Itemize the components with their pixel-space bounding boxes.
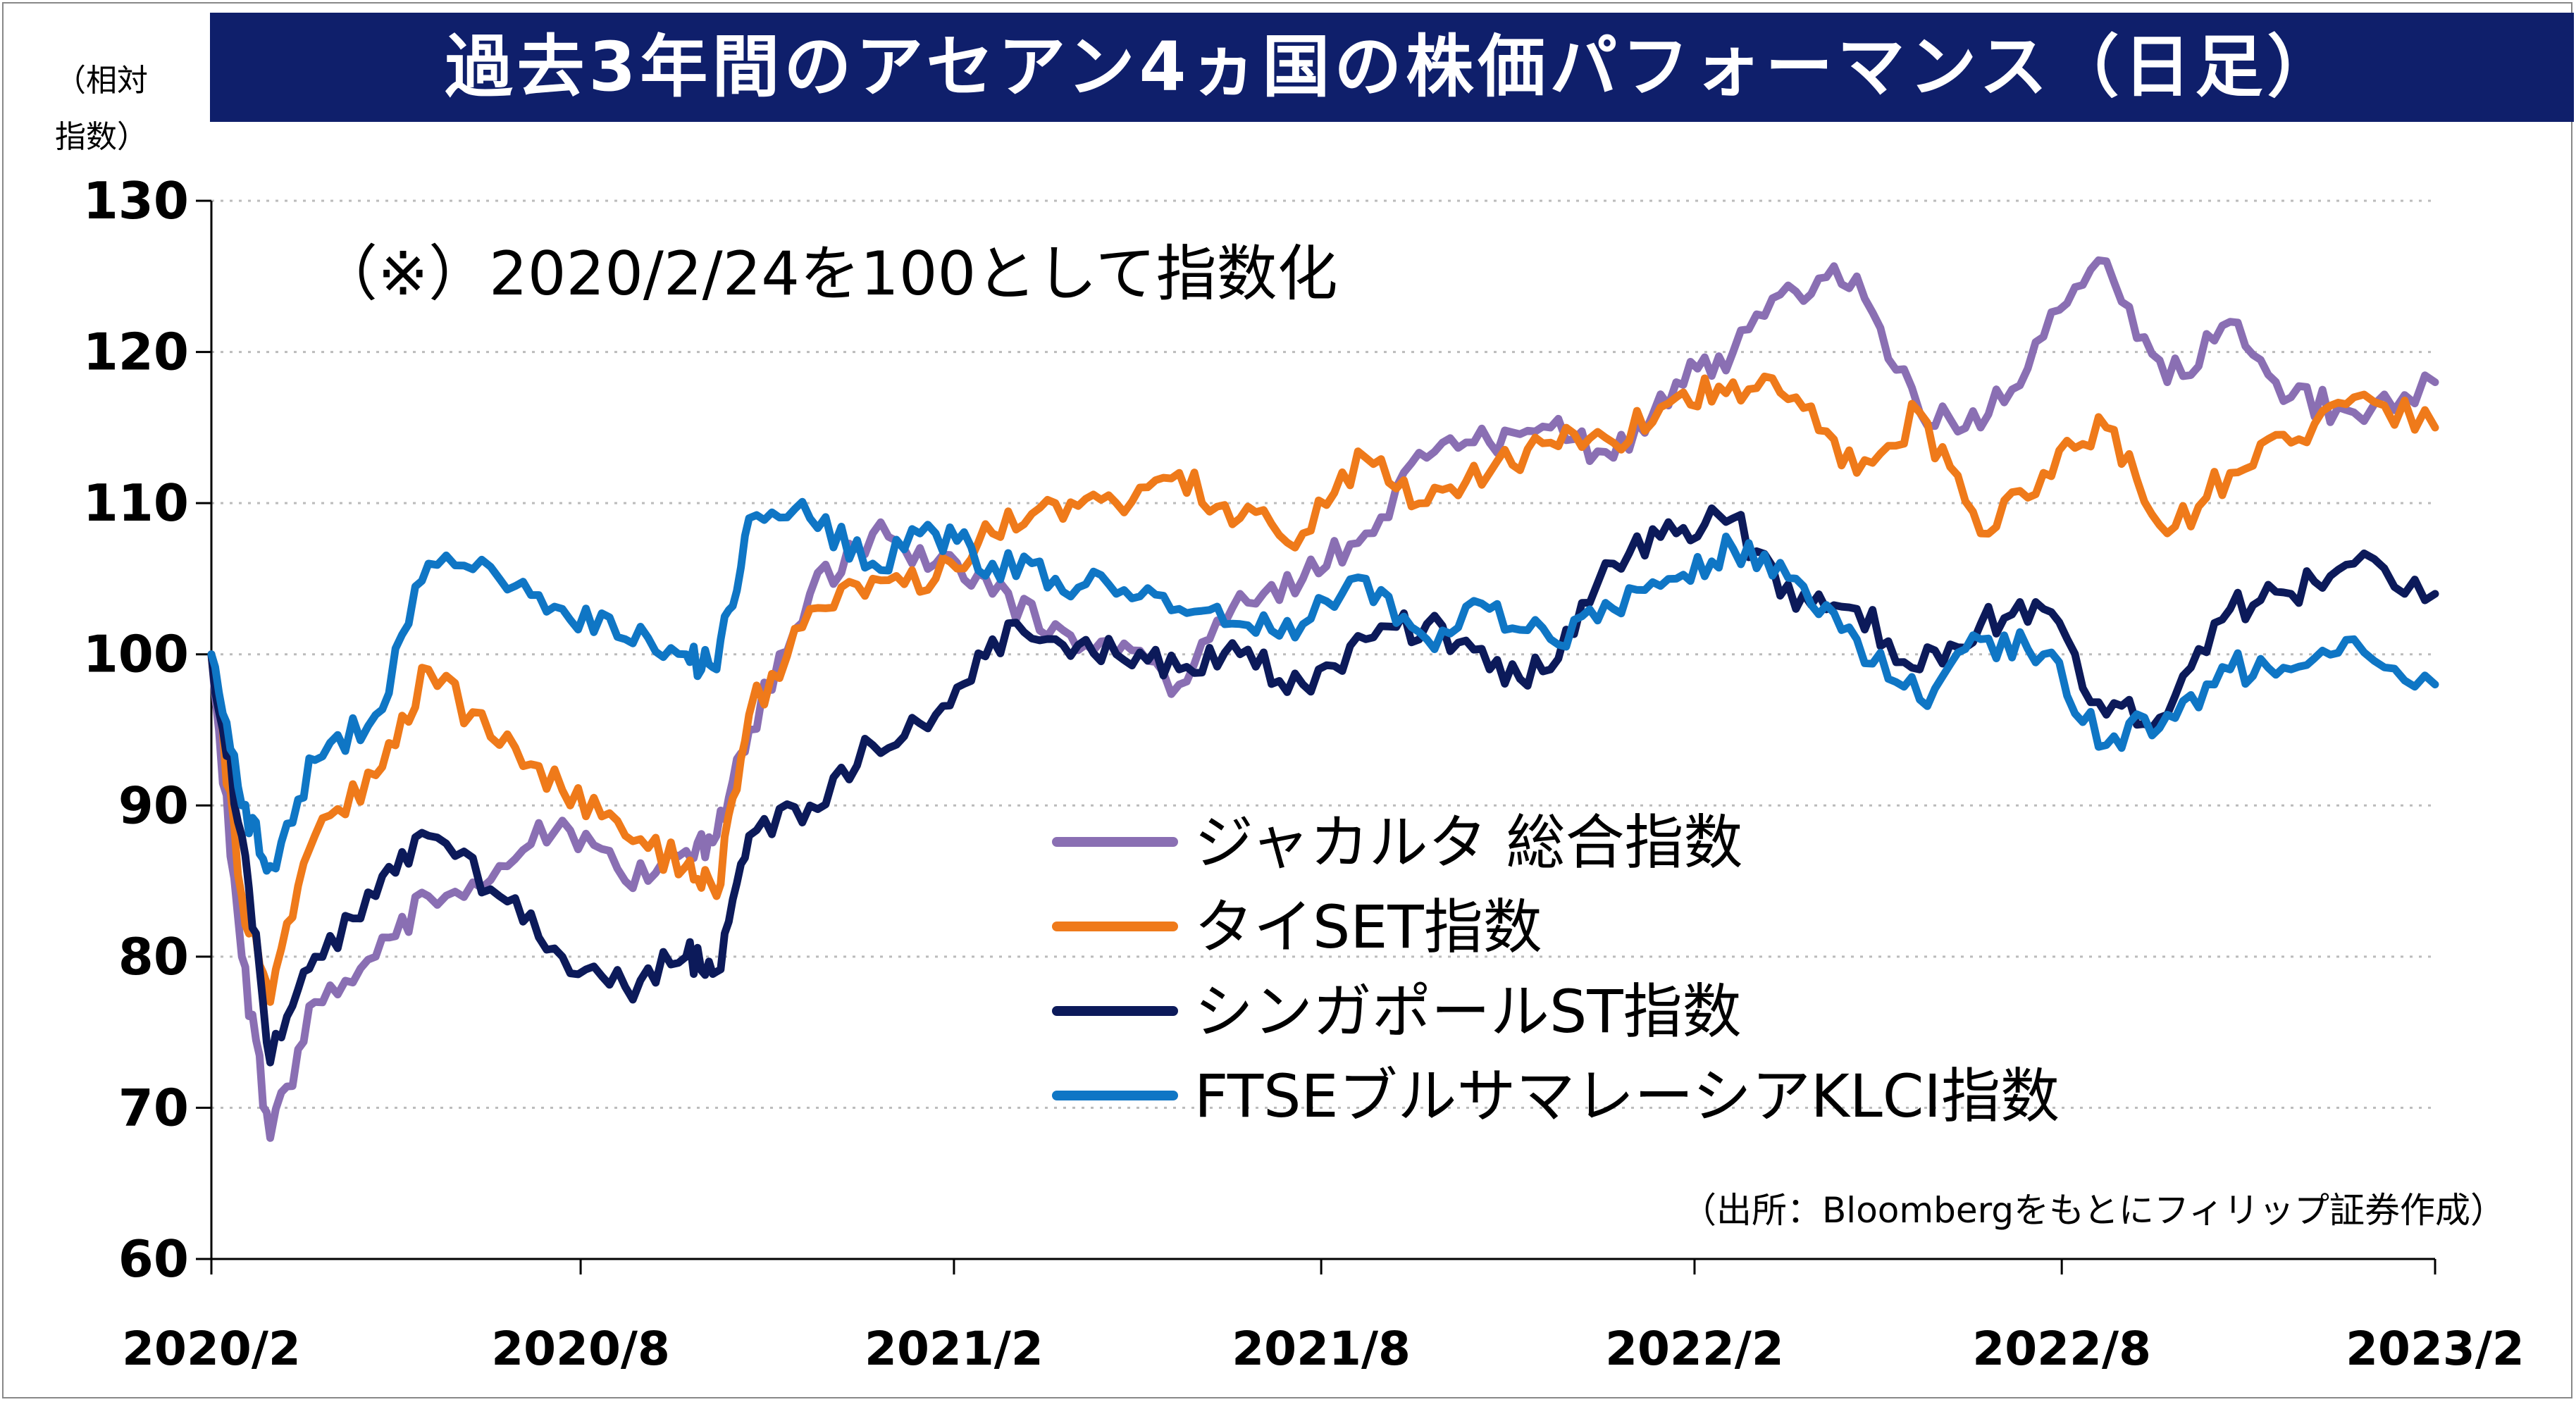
y-tick-label-70: 70 <box>118 1078 189 1137</box>
index-base-note: （※）2020/2/24を100として指数化 <box>317 239 1338 309</box>
series-line-3 <box>207 497 2439 875</box>
axes: 60 70 80 90 100 110 120 130 2020/2 2020/8 2021/2 20… <box>83 171 2525 1376</box>
x-tick-label-5: 2022/8 <box>1972 1322 2151 1376</box>
legend-label-0: ジャカルタ 総合指数 <box>1194 808 1743 877</box>
grid-lines <box>211 199 2435 1109</box>
y-tick-label-60: 60 <box>118 1229 189 1289</box>
series-lines <box>207 256 2439 1142</box>
legend-label-2: シンガポールST指数 <box>1194 977 1742 1046</box>
x-tick-label-6: 2023/2 <box>2346 1322 2525 1376</box>
y-axis-label-line1: （相対 <box>55 63 148 99</box>
series-line-0 <box>207 256 2439 1142</box>
y-tick-label-80: 80 <box>118 927 189 986</box>
x-tick-label-1: 2020/8 <box>491 1322 670 1376</box>
legend-label-1: タイSET指数 <box>1194 893 1542 962</box>
source-note: （出所：Bloombergをもとにフィリップ証券作成） <box>1681 1190 2506 1231</box>
y-tick-label-120: 120 <box>83 323 189 382</box>
legend-label-3: FTSEブルサマレーシアKLCI指数 <box>1194 1062 2060 1131</box>
y-tick-label-130: 130 <box>83 171 189 230</box>
series-line-1 <box>207 372 2439 1006</box>
x-tick-label-2: 2021/2 <box>865 1322 1044 1376</box>
y-axis-label-line2: 指数） <box>55 119 148 155</box>
x-tick-label-3: 2021/8 <box>1232 1322 1411 1376</box>
y-tick-label-100: 100 <box>83 625 189 684</box>
x-tick-label-4: 2022/2 <box>1605 1322 1784 1376</box>
y-tick-label-90: 90 <box>118 776 189 835</box>
chart-title: 過去3年間のアセアン4ヵ国の株価パフォーマンス（日足） <box>210 13 2574 122</box>
y-tick-label-110: 110 <box>83 473 189 533</box>
x-tick-label-0: 2020/2 <box>122 1322 301 1376</box>
series-line-2 <box>207 504 2439 1067</box>
